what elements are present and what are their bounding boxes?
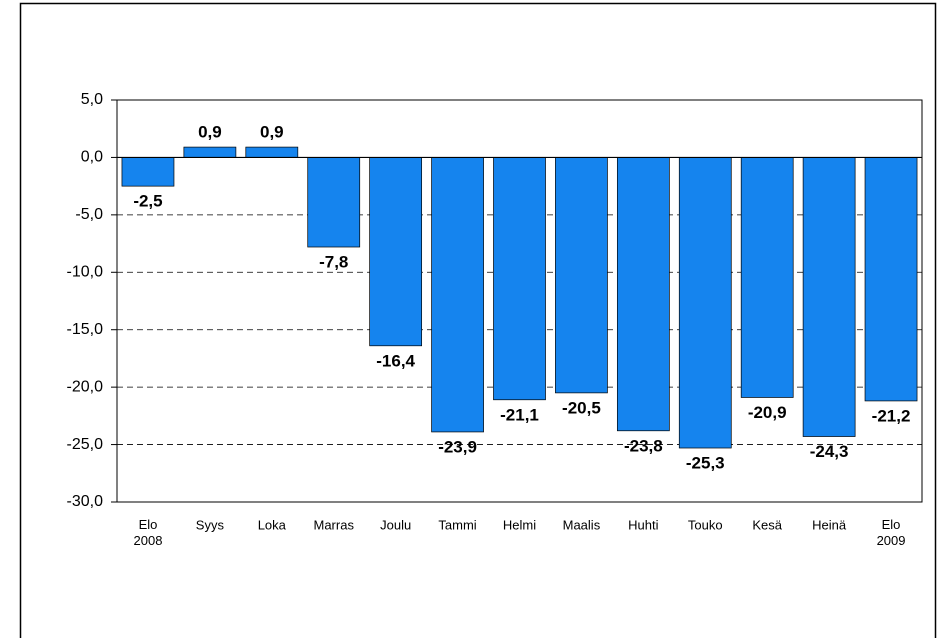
x-tick-label: Syys bbox=[196, 517, 225, 532]
x-tick-label: Huhti bbox=[628, 517, 658, 532]
x-tick-label: Elo 2008 bbox=[134, 517, 163, 548]
y-tick-label: 0,0 bbox=[81, 149, 103, 166]
bar bbox=[307, 157, 361, 248]
bar bbox=[555, 157, 608, 394]
y-tick-label: -5,0 bbox=[75, 206, 103, 223]
value-label: -16,4 bbox=[376, 351, 415, 370]
value-label: 0,9 bbox=[198, 123, 222, 142]
y-tick-label: -10,0 bbox=[67, 264, 104, 281]
bar bbox=[121, 157, 175, 187]
value-label: -23,9 bbox=[438, 437, 477, 456]
bar bbox=[245, 146, 299, 158]
value-label: -21,1 bbox=[500, 405, 539, 424]
x-tick-label: Joulu bbox=[380, 517, 411, 532]
value-label: -23,8 bbox=[624, 436, 663, 455]
value-label: -2,5 bbox=[133, 192, 162, 211]
x-tick-label: Elo 2009 bbox=[877, 517, 906, 548]
y-tick-label: -15,0 bbox=[67, 321, 104, 338]
value-label: -20,5 bbox=[562, 398, 601, 417]
bar bbox=[493, 157, 546, 401]
bar bbox=[431, 157, 484, 433]
value-label: -20,9 bbox=[748, 403, 787, 422]
x-tick-label: Kesä bbox=[752, 517, 782, 532]
value-label: -25,3 bbox=[686, 454, 725, 473]
x-tick-label: Helmi bbox=[503, 517, 536, 532]
plot-border bbox=[116, 99, 923, 503]
x-tick-label: Maalis bbox=[563, 517, 601, 532]
y-tick-label: -30,0 bbox=[67, 493, 104, 510]
bar bbox=[864, 157, 918, 402]
frame bbox=[19, 2, 937, 638]
y-tick-label: 5,0 bbox=[81, 91, 103, 108]
value-label: 0,9 bbox=[260, 123, 284, 142]
x-tick-label: Heinä bbox=[812, 517, 847, 532]
value-label: -7,8 bbox=[319, 253, 348, 272]
y-tick-label: -20,0 bbox=[67, 378, 104, 395]
value-label: -24,3 bbox=[810, 442, 849, 461]
x-tick-label: Loka bbox=[258, 517, 287, 532]
bar bbox=[369, 157, 423, 347]
x-tick-label: Marras bbox=[314, 517, 355, 532]
bar bbox=[740, 157, 794, 398]
bar bbox=[802, 157, 856, 437]
x-tick-label: Tammi bbox=[438, 517, 476, 532]
bar bbox=[678, 157, 732, 449]
bar bbox=[183, 146, 237, 158]
x-tick-label: Touko bbox=[688, 517, 723, 532]
bar bbox=[616, 157, 670, 432]
value-label: -21,2 bbox=[872, 406, 911, 425]
y-tick-label: -25,0 bbox=[67, 436, 104, 453]
